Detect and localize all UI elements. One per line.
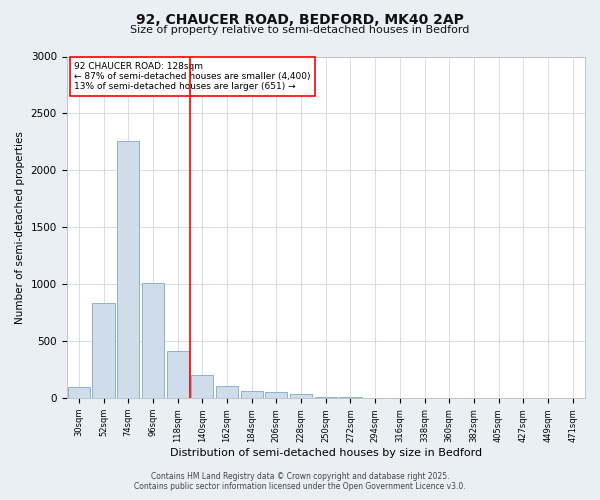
Y-axis label: Number of semi-detached properties: Number of semi-detached properties (15, 131, 25, 324)
Bar (117, 141, 139, 398)
Bar (265, 392, 287, 398)
Text: Contains HM Land Registry data © Crown copyright and database right 2025.
Contai: Contains HM Land Registry data © Crown c… (134, 472, 466, 491)
X-axis label: Distribution of semi-detached houses by size in Bedford: Distribution of semi-detached houses by … (170, 448, 482, 458)
Bar (314, 397, 337, 398)
Bar (290, 394, 312, 398)
Text: 92 CHAUCER ROAD: 128sqm
← 87% of semi-detached houses are smaller (4,400)
13% of: 92 CHAUCER ROAD: 128sqm ← 87% of semi-de… (74, 62, 311, 92)
Text: Size of property relative to semi-detached houses in Bedford: Size of property relative to semi-detach… (130, 25, 470, 35)
Text: 92, CHAUCER ROAD, BEDFORD, MK40 2AP: 92, CHAUCER ROAD, BEDFORD, MK40 2AP (136, 12, 464, 26)
Bar (241, 391, 263, 398)
Bar (191, 376, 214, 398)
Bar (142, 283, 164, 398)
Bar (92, 302, 115, 398)
Bar (68, 387, 90, 398)
Bar (167, 351, 189, 398)
Bar (216, 386, 238, 398)
